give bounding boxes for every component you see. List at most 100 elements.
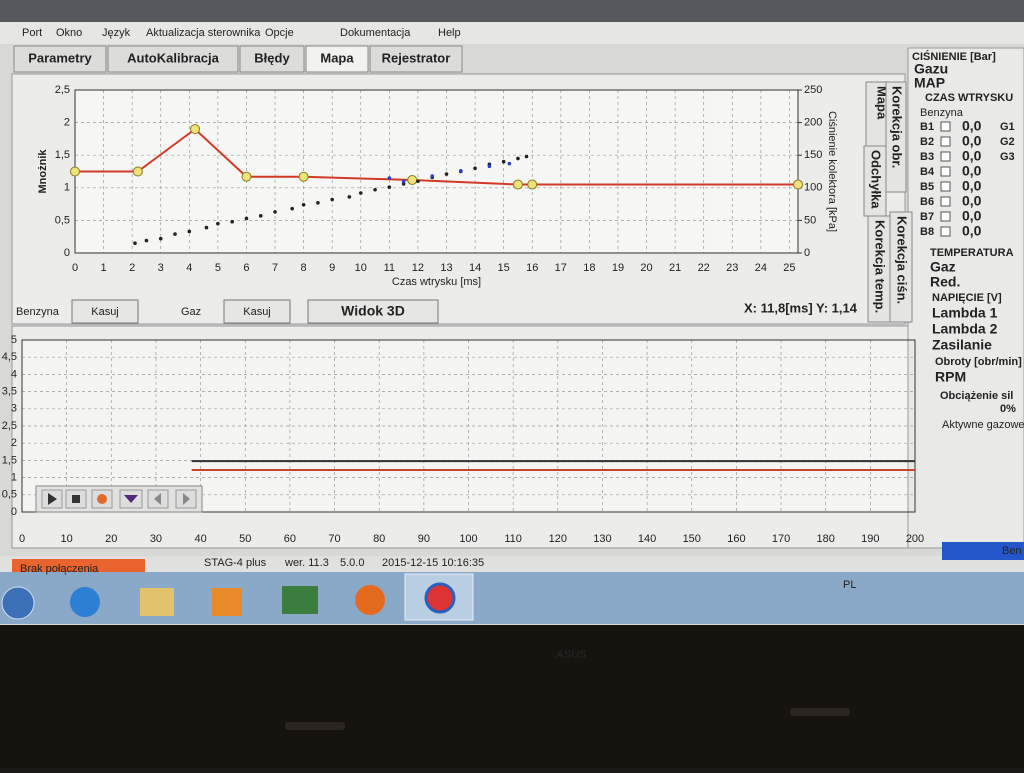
bank-value: 0,0 [962,148,982,164]
x-tick-label: 10 [61,533,73,545]
status-connection: Brak połączenia [20,563,99,575]
side-tab[interactable] [867,215,891,323]
x-tick-label: 13 [440,262,452,274]
clear-gas-button[interactable] [223,299,291,324]
x-tick-label: 19 [612,262,624,274]
sample-point [416,179,420,184]
y-tick-label: 4,5 [2,351,17,363]
side-tab[interactable] [885,81,907,193]
bank-value: 0,0 [962,163,982,179]
sample-point [358,191,363,195]
map-point [70,166,80,177]
sample-point [173,232,177,236]
bank-value: 0,0 [962,193,982,209]
bank-checkbox[interactable] [940,166,951,177]
tab-label: AutoKalibracja [127,50,220,65]
x-tick-label: 2 [129,262,135,274]
start-button[interactable] [1,586,35,620]
panel-label: RPM [935,369,966,385]
panel-label: Lambda 2 [932,321,998,337]
clear-petrol-button[interactable] [71,299,139,324]
map-point [407,174,418,185]
panel-label: Red. [930,274,960,290]
y-tick-label: 3 [11,403,17,415]
bank-checkbox[interactable] [940,121,951,132]
menu-item: Język [102,27,131,39]
bank-checkbox[interactable] [940,226,951,237]
toolbar [35,485,203,513]
record-icon [97,494,107,504]
sample-point [430,174,435,178]
section-title: Aktywne gazowe [942,419,1024,431]
x-tick-label: 150 [683,533,701,545]
stag-icon[interactable] [424,582,456,614]
brand-logo: ASUS [555,649,587,661]
tab[interactable] [305,45,369,73]
y-tick-label: 0,5 [55,214,70,226]
y-tick-label: 2 [64,117,70,129]
y-tick-label: 1 [11,472,17,484]
map-point [132,166,143,177]
bank-checkbox[interactable] [940,211,951,222]
x-tick-label: 17 [555,262,567,274]
x-tick-label: 21 [669,262,681,274]
ie-icon[interactable] [70,587,100,617]
sample-point [458,169,463,173]
tab[interactable] [13,45,107,73]
tab[interactable] [239,45,305,73]
x-tick-label: 90 [418,533,430,545]
section-title: CZAS WTRYSKU [925,92,1013,104]
x-tick-label: 4 [186,262,192,274]
tab[interactable] [369,45,463,73]
bank-checkbox[interactable] [940,181,951,192]
bank-checkbox[interactable] [940,196,951,207]
firefox-icon[interactable] [355,585,385,615]
stop-icon [72,495,80,503]
bank-checkbox[interactable] [940,151,951,162]
tab[interactable] [107,45,239,73]
bank-value: 0,0 [962,133,982,149]
bank-checkbox[interactable] [940,136,951,147]
panel-label: Gazu [914,61,948,77]
gas-bank-label: G1 [1000,121,1015,133]
y-tick-label: 2,5 [55,84,70,96]
gas-label: Gaz [181,306,201,318]
status-device: STAG-4 plus [204,557,267,569]
menu-item: Okno [56,27,82,39]
sample-point [144,238,149,243]
sample-point [258,214,263,218]
y-tick-label: 4 [11,368,17,380]
map-point [241,171,252,182]
menu-item: Port [22,27,42,39]
plot-frame [21,339,916,513]
monitor-icon[interactable] [282,586,318,614]
tab-label: Parametry [28,50,92,65]
x-tick-label: 200 [906,533,924,545]
explorer-icon[interactable] [140,588,174,616]
x-tick-label: 50 [239,533,251,545]
play-icon [48,493,57,505]
sample-point [516,156,520,161]
section-title: Obciążenie sil [940,390,1013,402]
x-tick-label: 0 [72,262,78,274]
media-icon[interactable] [212,588,242,616]
x-tick-label: 130 [593,533,611,545]
x-tick-label: 22 [698,262,710,274]
tab-label: Mapa [320,50,354,65]
map-point [190,124,201,135]
x-tick-label: 24 [755,262,767,274]
view-3d-button[interactable] [307,299,439,324]
prev-icon [154,493,161,505]
x-tick-label: 8 [301,262,307,274]
x-tick-label: 70 [328,533,340,545]
x-tick-label: 120 [549,533,567,545]
x-tick-label: 20 [105,533,117,545]
menu-item: Dokumentacja [340,27,411,39]
sample-point [187,229,192,234]
sample-point [133,241,137,246]
x-tick-label: 12 [412,262,424,274]
fuel-indicator-bg [942,542,1024,560]
x-tick-label: 190 [861,533,879,545]
map-buttons [71,299,439,324]
x-axis-label: Czas wtrysku [ms] [392,276,481,288]
